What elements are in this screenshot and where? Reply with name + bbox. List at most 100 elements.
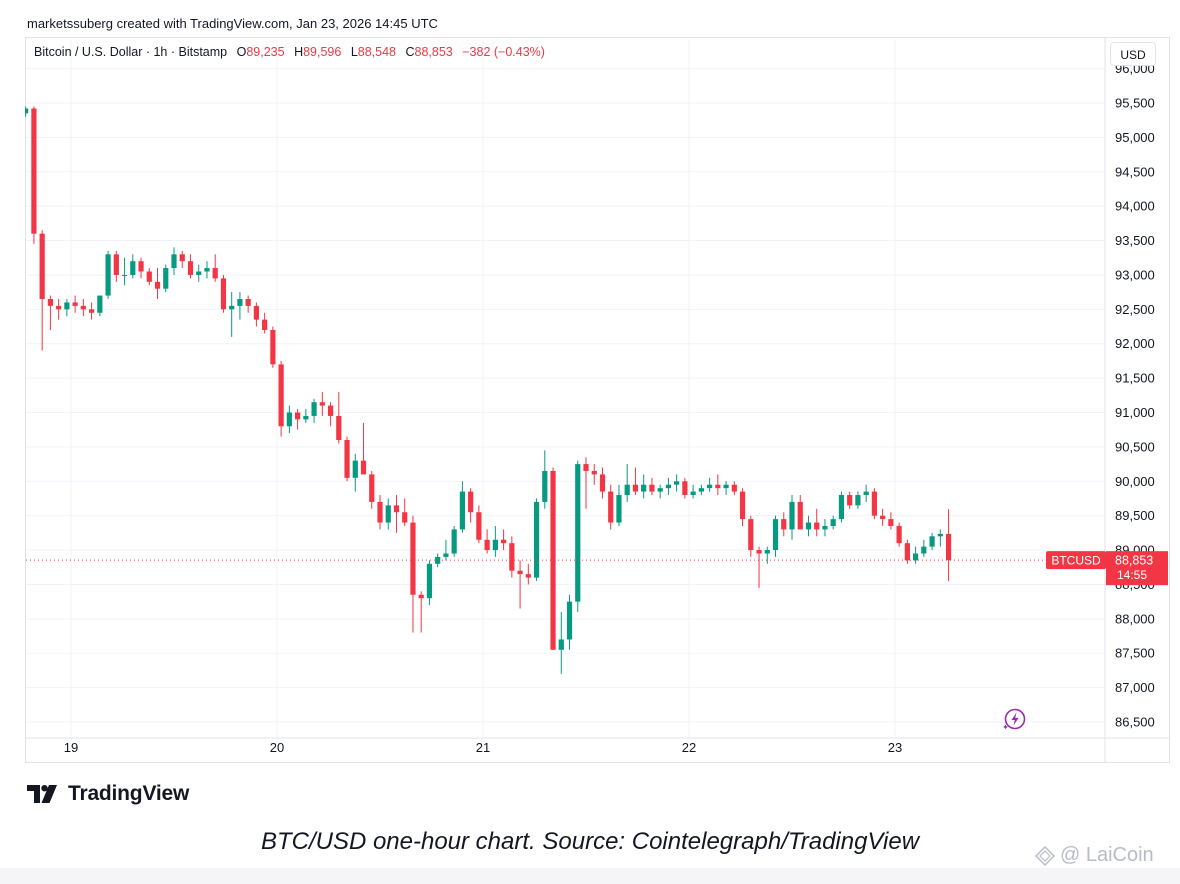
- candle-up[interactable]: [855, 495, 861, 506]
- candle-down[interactable]: [360, 460, 367, 475]
- candle-up[interactable]: [723, 484, 729, 489]
- candle-down[interactable]: [319, 402, 325, 406]
- candle-up[interactable]: [229, 305, 235, 310]
- candle-up[interactable]: [657, 488, 663, 492]
- candle-down[interactable]: [608, 491, 614, 523]
- candle-down[interactable]: [501, 539, 507, 544]
- candle-up[interactable]: [385, 505, 391, 523]
- candle-down[interactable]: [278, 364, 284, 427]
- candle-down[interactable]: [47, 299, 53, 306]
- candle-down[interactable]: [402, 512, 408, 523]
- candle-down[interactable]: [327, 405, 334, 416]
- candle-up[interactable]: [616, 495, 622, 523]
- candle-down[interactable]: [179, 254, 185, 262]
- candle-down[interactable]: [583, 464, 589, 471]
- candle-down[interactable]: [295, 412, 301, 420]
- candle-up[interactable]: [459, 491, 465, 530]
- candle-down[interactable]: [591, 470, 597, 475]
- candle-down[interactable]: [410, 522, 416, 595]
- candle-up[interactable]: [204, 268, 210, 272]
- candle-down[interactable]: [739, 491, 746, 520]
- candle-down[interactable]: [632, 484, 639, 492]
- candle-up[interactable]: [913, 553, 919, 561]
- candle-down[interactable]: [781, 519, 787, 530]
- candle-up[interactable]: [558, 639, 564, 650]
- candle-down[interactable]: [253, 305, 259, 320]
- candle-up[interactable]: [805, 522, 812, 530]
- candle-up[interactable]: [426, 563, 433, 599]
- candle-up[interactable]: [23, 108, 29, 114]
- candle-down[interactable]: [814, 522, 820, 530]
- candle-up[interactable]: [624, 484, 630, 496]
- candle-up[interactable]: [121, 274, 128, 276]
- candle-up[interactable]: [863, 491, 869, 496]
- candle-up[interactable]: [196, 271, 202, 275]
- candle-down[interactable]: [393, 505, 400, 513]
- candle-down[interactable]: [484, 539, 490, 551]
- candle-up[interactable]: [789, 501, 795, 530]
- candle-down[interactable]: [80, 305, 86, 310]
- symbol-description[interactable]: Bitcoin / U.S. Dollar · 1h · Bitstamp: [34, 45, 228, 59]
- candle-up[interactable]: [690, 491, 696, 496]
- candle-down[interactable]: [525, 574, 531, 578]
- candle-up[interactable]: [641, 484, 647, 492]
- candle-up[interactable]: [311, 402, 317, 416]
- candle-up[interactable]: [665, 484, 671, 489]
- candle-up[interactable]: [435, 556, 441, 564]
- candle-down[interactable]: [945, 533, 952, 561]
- candle-down[interactable]: [138, 261, 144, 272]
- candle-down[interactable]: [847, 495, 853, 506]
- candle-down[interactable]: [509, 543, 515, 571]
- candle-down[interactable]: [904, 543, 910, 561]
- candle-down[interactable]: [56, 305, 62, 310]
- candle-down[interactable]: [599, 474, 606, 492]
- candle-up[interactable]: [97, 295, 103, 313]
- candle-down[interactable]: [344, 440, 350, 478]
- candle-up[interactable]: [772, 519, 779, 551]
- candle-down[interactable]: [896, 525, 902, 544]
- candle-down[interactable]: [72, 302, 78, 306]
- candle-down[interactable]: [7, 117, 12, 120]
- candle-down[interactable]: [212, 268, 218, 279]
- candle-up[interactable]: [492, 539, 498, 551]
- candle-down[interactable]: [39, 233, 45, 300]
- candle-up[interactable]: [929, 536, 935, 547]
- candle-up[interactable]: [451, 529, 457, 554]
- candle-up[interactable]: [443, 553, 449, 557]
- candle-up[interactable]: [163, 268, 169, 289]
- candle-up[interactable]: [105, 254, 111, 296]
- tradingview-logo[interactable]: TradingView: [27, 782, 189, 806]
- candle-up[interactable]: [698, 488, 704, 492]
- candle-down[interactable]: [797, 501, 803, 530]
- candle-down[interactable]: [649, 484, 655, 492]
- candle-up[interactable]: [64, 302, 70, 310]
- candle-up[interactable]: [830, 519, 836, 526]
- candle-down[interactable]: [245, 299, 251, 306]
- candle-down[interactable]: [262, 319, 268, 330]
- candle-up[interactable]: [352, 460, 358, 478]
- candle-down[interactable]: [682, 481, 688, 496]
- candle-up[interactable]: [303, 415, 309, 420]
- candle-down[interactable]: [731, 484, 737, 492]
- candle-up[interactable]: [533, 501, 540, 578]
- candle-down[interactable]: [369, 474, 375, 502]
- candle-down[interactable]: [476, 512, 482, 540]
- candle-up[interactable]: [921, 546, 927, 554]
- candle-up[interactable]: [822, 525, 828, 530]
- candle-up[interactable]: [937, 533, 943, 537]
- candle-up[interactable]: [15, 113, 20, 120]
- candle-up[interactable]: [764, 550, 770, 554]
- candle-up[interactable]: [674, 481, 680, 485]
- candle-up[interactable]: [575, 464, 581, 602]
- candle-down[interactable]: [871, 491, 877, 516]
- currency-button[interactable]: USD: [1110, 42, 1156, 66]
- candle-down[interactable]: [517, 570, 523, 575]
- candle-down[interactable]: [187, 261, 194, 275]
- candle-up[interactable]: [707, 484, 713, 489]
- candle-down[interactable]: [748, 519, 754, 551]
- candle-up[interactable]: [237, 299, 243, 306]
- candle-up[interactable]: [130, 261, 136, 275]
- candle-down[interactable]: [468, 491, 474, 513]
- candle-down[interactable]: [89, 309, 95, 313]
